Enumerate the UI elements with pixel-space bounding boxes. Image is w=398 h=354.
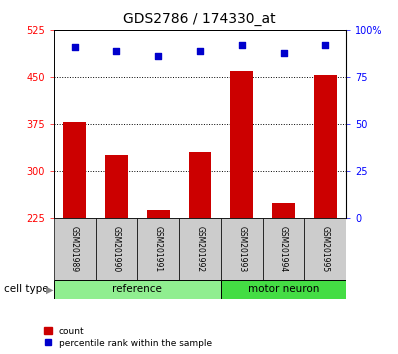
Text: ▶: ▶ — [46, 284, 53, 295]
Bar — [230, 71, 253, 218]
Text: GDS2786 / 174330_at: GDS2786 / 174330_at — [123, 12, 275, 27]
Bar — [63, 122, 86, 218]
Bar — [314, 75, 337, 218]
Text: cell type: cell type — [4, 284, 49, 295]
Point — [72, 44, 78, 50]
Bar — [54, 30, 96, 218]
Text: GSM201994: GSM201994 — [279, 225, 288, 272]
Text: GSM201992: GSM201992 — [195, 225, 205, 272]
Bar — [54, 280, 221, 299]
Bar — [272, 203, 295, 218]
Point — [238, 42, 245, 48]
Point — [280, 50, 287, 56]
Text: GSM201993: GSM201993 — [237, 225, 246, 272]
Point — [322, 42, 328, 48]
Bar — [304, 30, 346, 218]
Text: GSM201990: GSM201990 — [112, 225, 121, 272]
Text: GSM201989: GSM201989 — [70, 225, 79, 272]
Bar — [263, 218, 304, 280]
Bar — [137, 218, 179, 280]
Legend: count, percentile rank within the sample: count, percentile rank within the sample — [44, 327, 212, 348]
Bar — [263, 30, 304, 218]
Bar — [189, 152, 211, 218]
Text: GSM201995: GSM201995 — [321, 225, 330, 272]
Text: motor neuron: motor neuron — [248, 284, 319, 295]
Bar — [54, 218, 96, 280]
Point — [197, 48, 203, 53]
Bar — [105, 155, 128, 218]
Point — [155, 53, 162, 59]
Bar — [137, 30, 179, 218]
Point — [113, 48, 119, 53]
Bar — [147, 210, 170, 218]
Text: reference: reference — [112, 284, 162, 295]
Bar — [179, 218, 221, 280]
Bar — [221, 30, 263, 218]
Bar — [96, 218, 137, 280]
Bar — [304, 218, 346, 280]
Text: GSM201991: GSM201991 — [154, 225, 163, 272]
Bar — [96, 30, 137, 218]
Bar — [221, 218, 263, 280]
Bar — [221, 280, 346, 299]
Bar — [179, 30, 221, 218]
